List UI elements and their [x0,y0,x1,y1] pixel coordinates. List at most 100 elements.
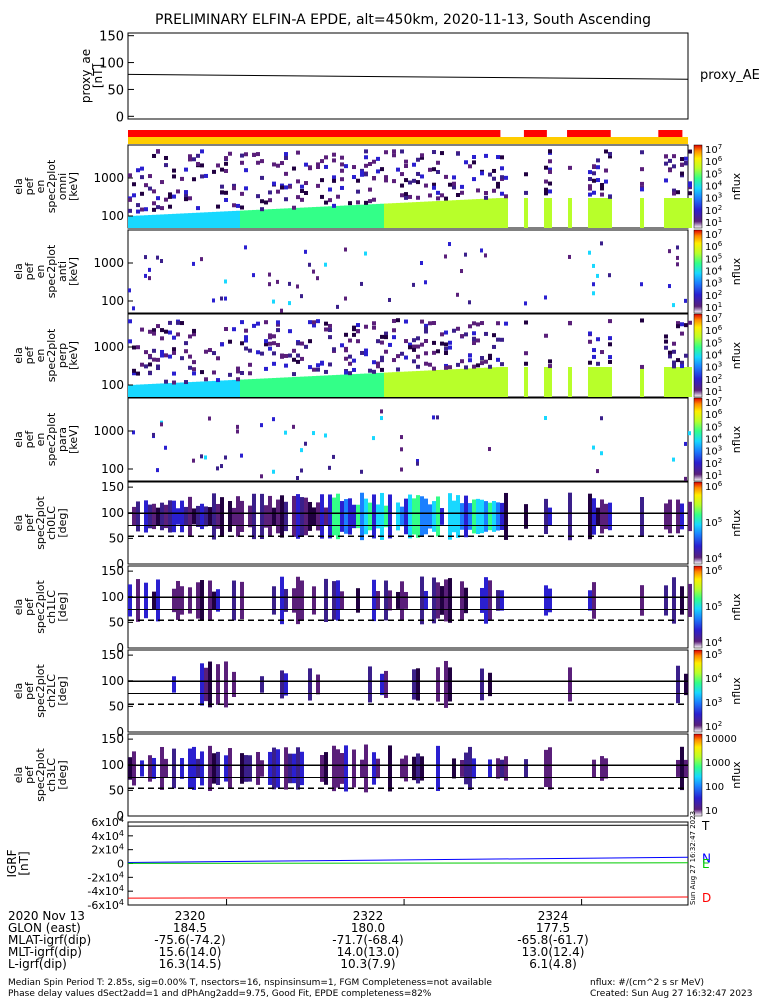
pitch-angle-cell [436,582,440,619]
spectrum-cell [288,184,292,189]
spectrum-cell [140,207,144,212]
spectrum-cell [460,190,464,195]
spectrum-band [172,382,176,397]
spectrum-band [236,379,240,397]
pitch-angle-cell [336,580,340,621]
pitch-angle-cell [260,493,264,540]
spectrum-band [376,372,380,397]
spectrum-band [544,367,548,397]
spectrum-cell [344,356,348,361]
panel-ylabel-line: en [34,180,47,194]
spectrum-cell [488,172,492,177]
spectrum-band [388,203,392,228]
pitch-angle-cell [676,759,680,777]
spectrum-band [464,368,468,397]
pitch-angle-cell [132,506,136,526]
pitch-angle-cell [676,665,680,704]
spectrum-cell [432,167,436,172]
spectrum-cell [148,267,151,272]
spectrum-cell [436,415,439,420]
panel-ytick-label: 0 [116,641,124,655]
pitch-angle-cell [480,499,484,534]
panel-cells [172,660,688,708]
spectrum-cell [188,196,192,201]
pitch-angle-cell [368,666,372,703]
panel-ytick-label: 150 [101,564,124,578]
spectrum-band [668,367,672,397]
spectrum-cell [468,324,472,329]
spectrum-cell [460,359,464,364]
spectrum-cell [172,174,176,179]
spectrum-cell [280,354,284,359]
panel-ylabel-line: spec2plot [34,580,47,634]
spectrum-band [396,202,400,228]
spectrum-cell [384,335,388,340]
spectrum-cell [276,328,280,333]
spectrum-cell [328,362,332,367]
spectrum-band [152,383,156,397]
spectrum-cell [500,191,504,196]
pitch-angle-cell [252,493,256,540]
spectrum-cell [456,326,460,331]
spectrum-cell [260,351,264,356]
spectrum-cell [496,321,500,326]
spectrum-band [212,380,216,397]
spectrum-cell [600,451,603,456]
spectrum-band [356,373,360,397]
pitch-angle-cell [256,751,260,785]
spectrum-cell [144,364,148,369]
panel-ytick-label: 100 [101,506,124,520]
panel-frame [127,397,689,482]
spectrum-cell [684,298,687,303]
spectrum-cell [404,319,408,324]
spectrum-cell [312,323,316,328]
spectrum-cell [380,334,384,339]
pitch-angle-cell [172,588,176,613]
spectrum-cell [292,205,296,210]
pitch-angle-cell [144,582,148,619]
spectrum-band [488,367,492,397]
spectrum-cell [348,371,352,376]
proxy-ae-ytick-label: 50 [107,83,124,98]
spectrum-cell [488,447,491,452]
panel-ylabel-line: pef [23,513,36,532]
colorbar-tick-label: 105 [705,600,722,613]
spectrum-cell [592,348,596,353]
spectrum-cell [468,353,472,358]
pitch-angle-cell [212,493,216,540]
spectrum-band [248,210,252,228]
spectrum-cell [304,191,308,196]
spectrum-band [384,203,388,228]
spectrum-cell [420,261,423,266]
spectrum-cell [588,170,592,175]
spectrum-cell [348,338,352,343]
pitch-angle-cell [336,493,340,540]
spectrum-band [472,199,476,228]
spectrum-cell [128,288,131,293]
igrf-legend-D: D [702,891,711,905]
pitch-angle-cell [212,591,216,610]
spectrum-cell [600,416,603,421]
spectrum-cell [192,367,196,372]
spectrum-band [200,212,204,228]
spectrum-cell [136,168,140,173]
pitch-angle-cell [236,496,240,537]
spectrum-cell [400,447,403,452]
spectrum-band [268,209,272,228]
spectrum-cell [496,155,500,160]
spectrum-cell [264,320,268,325]
spectrum-cell [172,347,176,352]
pitch-angle-cell [480,587,484,613]
spectrum-band [548,367,552,397]
pitch-angle-cell [496,502,500,531]
spectrum-cell [420,319,424,324]
spectrum-cell [188,365,192,370]
pitch-angle-cell [216,664,220,705]
spectrum-band [672,367,676,397]
spectrum-band [232,379,236,397]
spectrum-band [172,213,176,228]
spectrum-band [176,213,180,228]
spectrum-cell [132,371,136,376]
pitch-angle-cell [308,668,312,701]
spectrum-band [440,369,444,397]
